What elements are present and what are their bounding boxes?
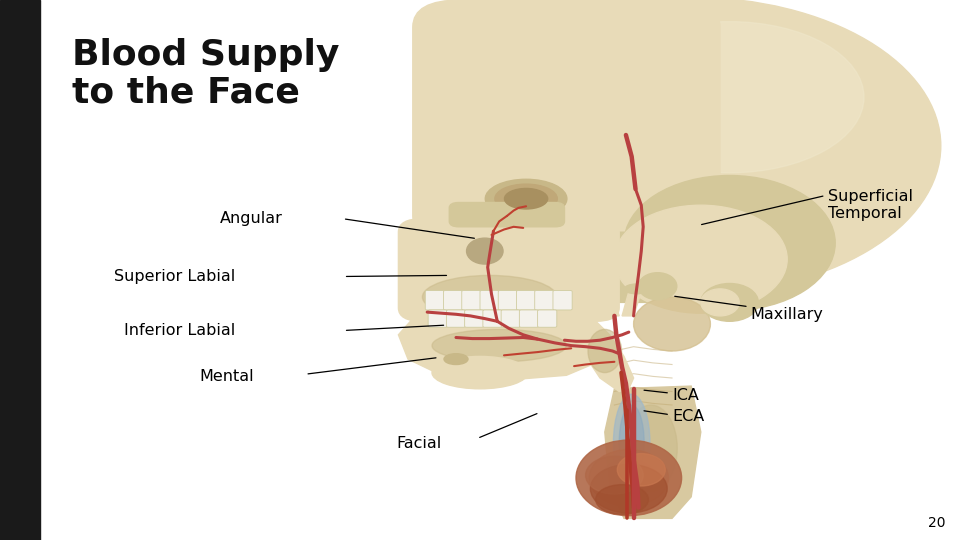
FancyBboxPatch shape — [480, 291, 499, 310]
Text: Maxillary: Maxillary — [751, 307, 824, 322]
Text: Superior Labial: Superior Labial — [114, 269, 235, 284]
Ellipse shape — [432, 329, 566, 362]
Ellipse shape — [432, 356, 528, 389]
FancyBboxPatch shape — [449, 202, 564, 227]
Text: Superficial
Temporal: Superficial Temporal — [828, 189, 913, 221]
FancyBboxPatch shape — [428, 310, 447, 327]
FancyBboxPatch shape — [501, 310, 520, 327]
Ellipse shape — [624, 405, 678, 491]
FancyBboxPatch shape — [444, 291, 463, 310]
Ellipse shape — [586, 456, 643, 494]
Ellipse shape — [470, 135, 662, 297]
Ellipse shape — [624, 176, 835, 310]
Text: Blood Supply
to the Face: Blood Supply to the Face — [72, 38, 340, 110]
Ellipse shape — [442, 0, 941, 294]
FancyBboxPatch shape — [483, 310, 502, 327]
FancyBboxPatch shape — [446, 310, 466, 327]
FancyBboxPatch shape — [398, 219, 619, 321]
FancyBboxPatch shape — [516, 291, 536, 310]
Ellipse shape — [485, 179, 566, 218]
Ellipse shape — [701, 284, 758, 321]
Ellipse shape — [422, 275, 557, 319]
Ellipse shape — [495, 184, 558, 213]
Polygon shape — [603, 286, 619, 316]
Ellipse shape — [444, 354, 468, 364]
FancyBboxPatch shape — [538, 232, 768, 302]
FancyBboxPatch shape — [553, 291, 572, 310]
FancyBboxPatch shape — [413, 0, 720, 243]
Polygon shape — [576, 316, 634, 392]
Ellipse shape — [589, 449, 668, 507]
Ellipse shape — [505, 188, 547, 209]
FancyBboxPatch shape — [535, 291, 554, 310]
Ellipse shape — [603, 459, 655, 497]
Bar — [0, 0, 40, 540]
FancyBboxPatch shape — [498, 291, 517, 310]
Text: ICA: ICA — [672, 388, 699, 403]
FancyBboxPatch shape — [432, 178, 605, 281]
Text: ECA: ECA — [672, 409, 705, 424]
Text: Inferior Labial: Inferior Labial — [124, 323, 235, 338]
Ellipse shape — [638, 273, 677, 300]
Text: Facial: Facial — [396, 436, 442, 451]
FancyBboxPatch shape — [519, 310, 539, 327]
Polygon shape — [622, 292, 641, 316]
FancyBboxPatch shape — [425, 291, 444, 310]
Polygon shape — [398, 308, 605, 381]
Ellipse shape — [617, 454, 665, 486]
Ellipse shape — [459, 233, 511, 268]
Ellipse shape — [619, 405, 644, 481]
FancyBboxPatch shape — [465, 310, 484, 327]
Ellipse shape — [624, 284, 649, 294]
Ellipse shape — [614, 205, 787, 313]
Ellipse shape — [613, 394, 650, 491]
Text: Angular: Angular — [221, 211, 283, 226]
Text: 20: 20 — [928, 516, 946, 530]
Text: Mental: Mental — [200, 369, 254, 384]
Ellipse shape — [588, 329, 621, 373]
Ellipse shape — [634, 297, 710, 351]
Ellipse shape — [590, 464, 667, 513]
FancyBboxPatch shape — [538, 310, 557, 327]
Ellipse shape — [595, 485, 649, 514]
Ellipse shape — [576, 440, 682, 516]
Ellipse shape — [467, 238, 503, 264]
Ellipse shape — [701, 289, 739, 316]
Polygon shape — [605, 386, 701, 518]
Ellipse shape — [595, 22, 864, 173]
FancyBboxPatch shape — [462, 291, 481, 310]
